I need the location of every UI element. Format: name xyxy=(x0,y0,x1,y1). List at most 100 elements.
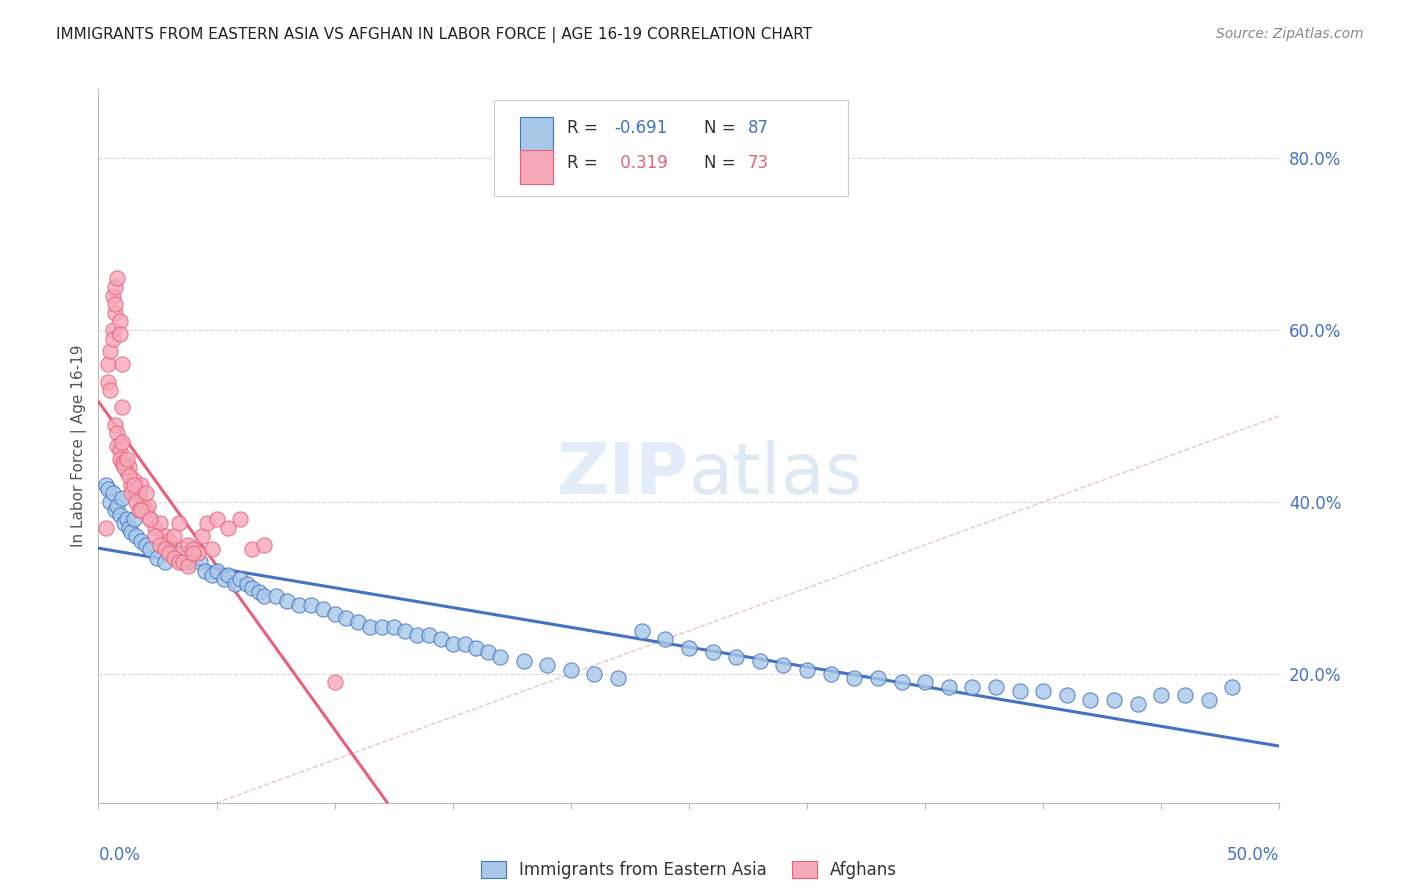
Point xyxy=(453,637,475,651)
Point xyxy=(560,663,582,677)
Point xyxy=(129,477,152,491)
Point xyxy=(188,555,211,569)
Text: 50.0%: 50.0% xyxy=(1227,846,1279,863)
Point xyxy=(111,456,134,470)
Point xyxy=(406,628,429,642)
Point xyxy=(143,529,166,543)
Point xyxy=(335,611,357,625)
Point xyxy=(139,512,162,526)
Point xyxy=(129,533,152,548)
Point xyxy=(1080,692,1102,706)
Point xyxy=(191,529,214,543)
Point xyxy=(136,499,159,513)
Point xyxy=(143,521,166,535)
Point xyxy=(359,619,381,633)
Point xyxy=(194,564,217,578)
Point xyxy=(702,645,724,659)
Point xyxy=(796,663,818,677)
FancyBboxPatch shape xyxy=(494,100,848,196)
Point xyxy=(108,443,131,458)
Point xyxy=(122,477,145,491)
Point xyxy=(323,607,346,621)
Point xyxy=(128,503,150,517)
Y-axis label: In Labor Force | Age 16-19: In Labor Force | Age 16-19 xyxy=(72,344,87,548)
Point xyxy=(121,486,143,500)
Point xyxy=(115,451,138,466)
Text: N =: N = xyxy=(704,120,741,137)
Point xyxy=(347,615,370,630)
Point xyxy=(962,680,984,694)
Point xyxy=(135,503,157,517)
Point xyxy=(512,654,534,668)
Point xyxy=(1198,692,1220,706)
Point xyxy=(111,434,134,449)
Point xyxy=(394,624,416,638)
Point xyxy=(323,675,346,690)
Point xyxy=(167,516,190,531)
Point xyxy=(125,482,148,496)
Point xyxy=(104,417,127,432)
Point xyxy=(441,637,464,651)
Point xyxy=(914,675,936,690)
Point xyxy=(1150,689,1173,703)
Point xyxy=(98,383,121,397)
Text: 0.319: 0.319 xyxy=(614,153,668,171)
Point xyxy=(94,521,117,535)
Point xyxy=(153,542,176,557)
Text: 87: 87 xyxy=(748,120,769,137)
Point xyxy=(181,546,204,560)
Point xyxy=(105,499,128,513)
Point xyxy=(104,280,127,294)
Text: atlas: atlas xyxy=(689,440,863,509)
Point xyxy=(125,495,148,509)
Point xyxy=(430,632,453,647)
Point xyxy=(1174,689,1197,703)
Point xyxy=(748,654,770,668)
Point xyxy=(157,533,180,548)
Point xyxy=(153,529,176,543)
Point xyxy=(187,546,209,560)
Point xyxy=(181,542,204,557)
Point xyxy=(105,426,128,441)
Point xyxy=(607,671,630,685)
Point xyxy=(630,624,652,638)
Point xyxy=(167,555,190,569)
Point xyxy=(108,451,131,466)
Text: R =: R = xyxy=(567,120,603,137)
Point xyxy=(104,297,127,311)
Point xyxy=(101,323,124,337)
Point xyxy=(264,590,287,604)
Point xyxy=(229,572,252,586)
Point xyxy=(98,495,121,509)
Point xyxy=(299,598,322,612)
Point xyxy=(146,550,169,565)
Point xyxy=(820,666,842,681)
Point xyxy=(128,486,150,500)
Point xyxy=(1032,684,1054,698)
Point xyxy=(217,521,239,535)
Point xyxy=(418,628,440,642)
Point xyxy=(108,508,131,522)
Point xyxy=(163,546,186,560)
Point xyxy=(118,469,141,483)
Point xyxy=(477,645,499,659)
Point xyxy=(205,564,228,578)
Point xyxy=(125,529,148,543)
Point xyxy=(172,542,194,557)
Point xyxy=(135,486,157,500)
Point xyxy=(115,465,138,479)
Point xyxy=(105,439,128,453)
Text: N =: N = xyxy=(704,153,741,171)
Point xyxy=(149,538,172,552)
Point xyxy=(844,671,866,685)
Point xyxy=(163,550,186,565)
Point xyxy=(240,581,263,595)
Point xyxy=(217,568,239,582)
Point xyxy=(1056,689,1078,703)
Legend: Immigrants from Eastern Asia, Afghans: Immigrants from Eastern Asia, Afghans xyxy=(472,853,905,888)
Point xyxy=(104,503,127,517)
Point xyxy=(157,533,180,548)
Point xyxy=(489,649,512,664)
Point xyxy=(111,491,134,505)
Point xyxy=(984,680,1007,694)
